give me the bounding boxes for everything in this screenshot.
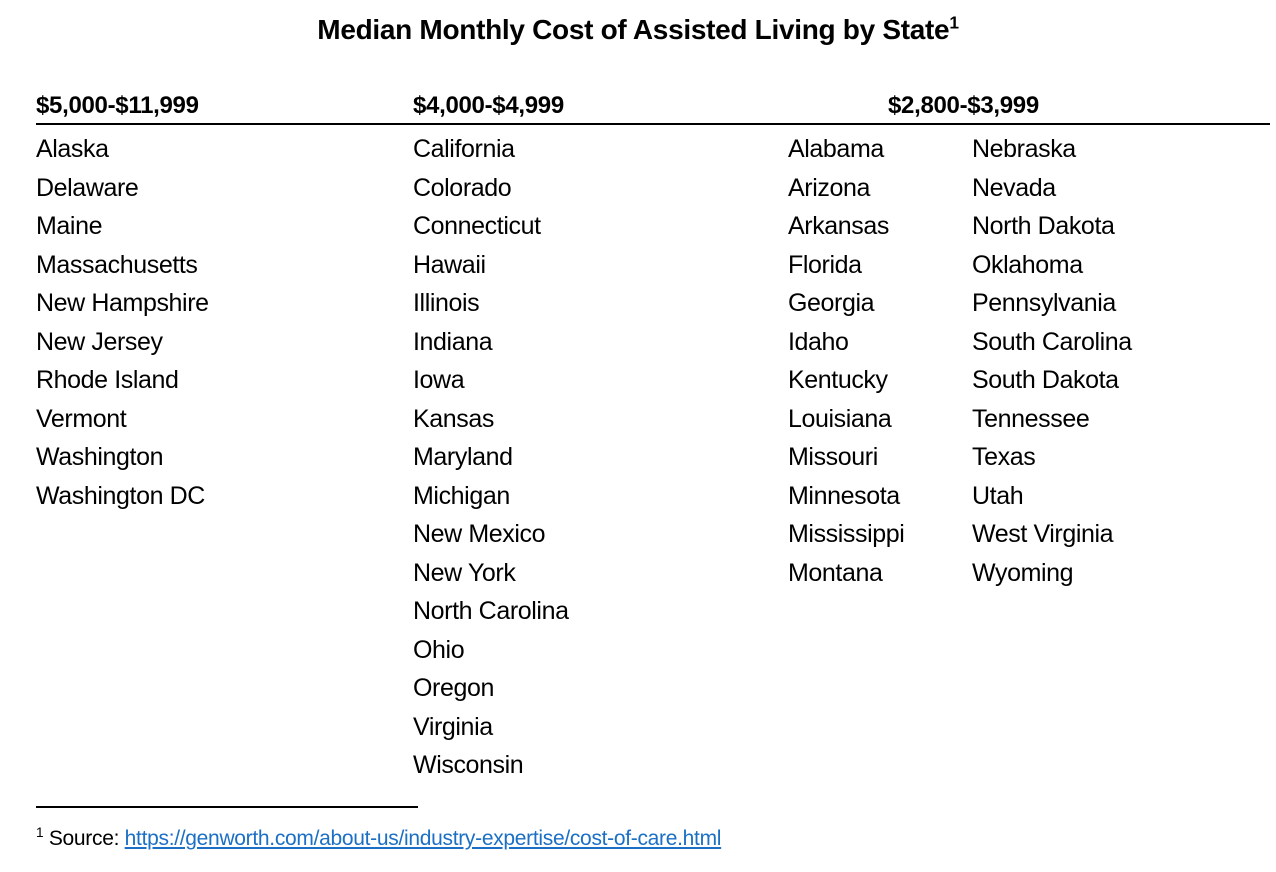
state-item: Connecticut <box>413 212 541 240</box>
state-item: Washington <box>36 443 164 471</box>
state-item: Florida <box>788 250 862 279</box>
state-item: Oklahoma <box>972 250 1083 279</box>
state-item: New Hampshire <box>36 289 209 317</box>
state-item: Minnesota <box>788 481 900 510</box>
state-item: Virginia <box>413 712 493 741</box>
state-item: West Virginia <box>972 520 1114 548</box>
state-item: Michigan <box>413 481 510 510</box>
state-item: Louisiana <box>788 404 892 433</box>
state-item: Iowa <box>413 366 465 394</box>
column-header-5000-11999: $5,000-$11,999 <box>36 92 199 119</box>
state-item: Delaware <box>36 173 139 202</box>
state-columns: Alaska Delaware Maine Massachusetts New Hamp… <box>36 130 1270 785</box>
state-item: Pennsylvania <box>972 289 1116 317</box>
state-item: Hawaii <box>413 250 486 279</box>
state-item: Alaska <box>36 135 109 163</box>
state-item: California <box>413 135 515 163</box>
state-item: Georgia <box>788 289 875 317</box>
state-list-2800-3999-right: Nebraska Nevada North Dakota Oklahoma Pennsy… <box>972 130 1270 592</box>
state-item: Massachusetts <box>36 250 198 279</box>
state-item: Montana <box>788 558 883 587</box>
footnote: 1 Source: https://genworth.com/about-us/… <box>36 825 722 851</box>
state-item: Mississippi <box>788 520 905 548</box>
footnote-source-label: Source: <box>48 827 120 850</box>
state-item: Oregon <box>413 674 494 702</box>
state-item: Kansas <box>413 404 494 433</box>
state-item: New Mexico <box>413 520 546 548</box>
state-item: Vermont <box>36 404 127 433</box>
state-item: Idaho <box>788 327 849 356</box>
state-item: Nevada <box>972 173 1056 202</box>
state-item: Arizona <box>788 173 870 202</box>
state-item: North Dakota <box>972 212 1115 240</box>
state-item: Utah <box>972 481 1024 510</box>
state-item: North Carolina <box>413 597 569 625</box>
column-header-4000-4999: $4,000-$4,999 <box>413 92 564 119</box>
title-footnote-marker: 1 <box>949 12 959 33</box>
state-item: Nebraska <box>972 135 1076 163</box>
page-title-text: Median Monthly Cost of Assisted Living b… <box>317 14 950 45</box>
state-item: Tennessee <box>972 404 1090 433</box>
state-item: New Jersey <box>36 327 163 356</box>
state-item: Kentucky <box>788 366 888 394</box>
table-header-row: $5,000-$11,999 $4,000-$4,999 $2,800-$3,9… <box>36 88 1270 125</box>
state-item: Ohio <box>413 635 465 664</box>
state-item: Indiana <box>413 327 493 356</box>
state-list-5000-11999: Alaska Delaware Maine Massachusetts New Hamp… <box>36 130 413 515</box>
state-item: Maine <box>36 212 103 240</box>
state-item: South Carolina <box>972 327 1132 356</box>
footnote-marker: 1 <box>36 825 44 840</box>
state-item: Wisconsin <box>413 751 524 779</box>
state-item: New York <box>413 558 516 587</box>
state-item: Missouri <box>788 443 878 471</box>
state-item: Alabama <box>788 135 884 163</box>
footnote-separator <box>36 806 418 808</box>
state-item: Washington DC <box>36 481 205 510</box>
state-item: Colorado <box>413 173 512 202</box>
state-item: Maryland <box>413 443 513 471</box>
column-header-2800-3999: $2,800-$3,999 <box>888 92 1039 119</box>
state-list-4000-4999: California Colorado Connecticut Hawaii Illin… <box>413 130 788 785</box>
state-item: Arkansas <box>788 212 890 240</box>
page-title: Median Monthly Cost of Assisted Living b… <box>0 14 1276 46</box>
state-item: Illinois <box>413 289 480 317</box>
state-item: Wyoming <box>972 558 1074 587</box>
state-item: South Dakota <box>972 366 1119 394</box>
state-item: Texas <box>972 443 1036 471</box>
state-item: Rhode Island <box>36 366 179 394</box>
state-list-2800-3999-left: Alabama Arizona Arkansas Florida Georgia Idah… <box>788 130 972 592</box>
source-link[interactable]: https://genworth.com/about-us/industry-e… <box>124 827 722 850</box>
